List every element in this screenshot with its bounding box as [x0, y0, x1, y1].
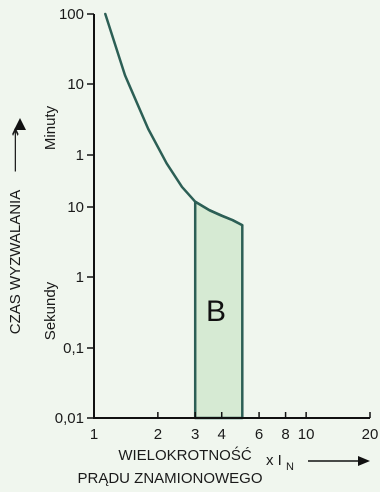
x-ticks: 1 2 3 4 6 8 10 20 — [90, 412, 379, 443]
y-unit-seconds: Sekundy — [42, 281, 59, 340]
y-tick-label-2: 1 — [76, 147, 84, 164]
trip-curve — [104, 12, 244, 227]
y-ticks: 100 10 1 10 1 0,1 0,01 — [55, 6, 94, 427]
y-unit-minutes: Minuty — [42, 105, 59, 150]
x-unit-arrow: ⟶ — [319, 453, 341, 470]
x-tick-label-3: 3 — [191, 426, 199, 443]
x-unit: x I N — [266, 452, 294, 473]
y-tick-label-0: 100 — [59, 6, 84, 23]
y-tick-label-1: 10 — [67, 76, 84, 93]
x-tick-label-8: 8 — [281, 426, 289, 443]
y-tick-label-3: 10 — [67, 199, 84, 216]
x-unit-prefix: x I — [266, 452, 282, 469]
x-tick-label-1: 1 — [90, 426, 98, 443]
axes — [93, 14, 370, 419]
region-label: B — [206, 295, 226, 328]
y-tick-label-5: 0,1 — [63, 340, 84, 357]
x-unit-sub: N — [286, 461, 294, 473]
trip-curve-line — [104, 12, 244, 227]
x-axis-title-line1: WIELOKROTNOŚĆ — [118, 446, 252, 464]
x-axis-title-line2: PRĄDU ZNAMIONOWEGO — [77, 470, 262, 487]
y-tick-label-6: 0,01 — [55, 410, 84, 427]
x-unit-arrowhead-icon — [358, 456, 370, 466]
y-axis-arrowhead-icon — [14, 118, 26, 130]
y-axis-arrow: ⟶ — [7, 126, 23, 173]
y-axis-title: CZAS WYZWALANIA — [7, 190, 24, 334]
x-tick-label-6: 6 — [255, 426, 263, 443]
x-tick-label-10: 10 — [298, 426, 315, 443]
x-tick-label-4: 4 — [218, 426, 226, 443]
x-tick-label-2: 2 — [154, 426, 162, 443]
x-tick-label-20: 20 — [362, 426, 379, 443]
y-tick-label-4: 1 — [76, 269, 84, 286]
